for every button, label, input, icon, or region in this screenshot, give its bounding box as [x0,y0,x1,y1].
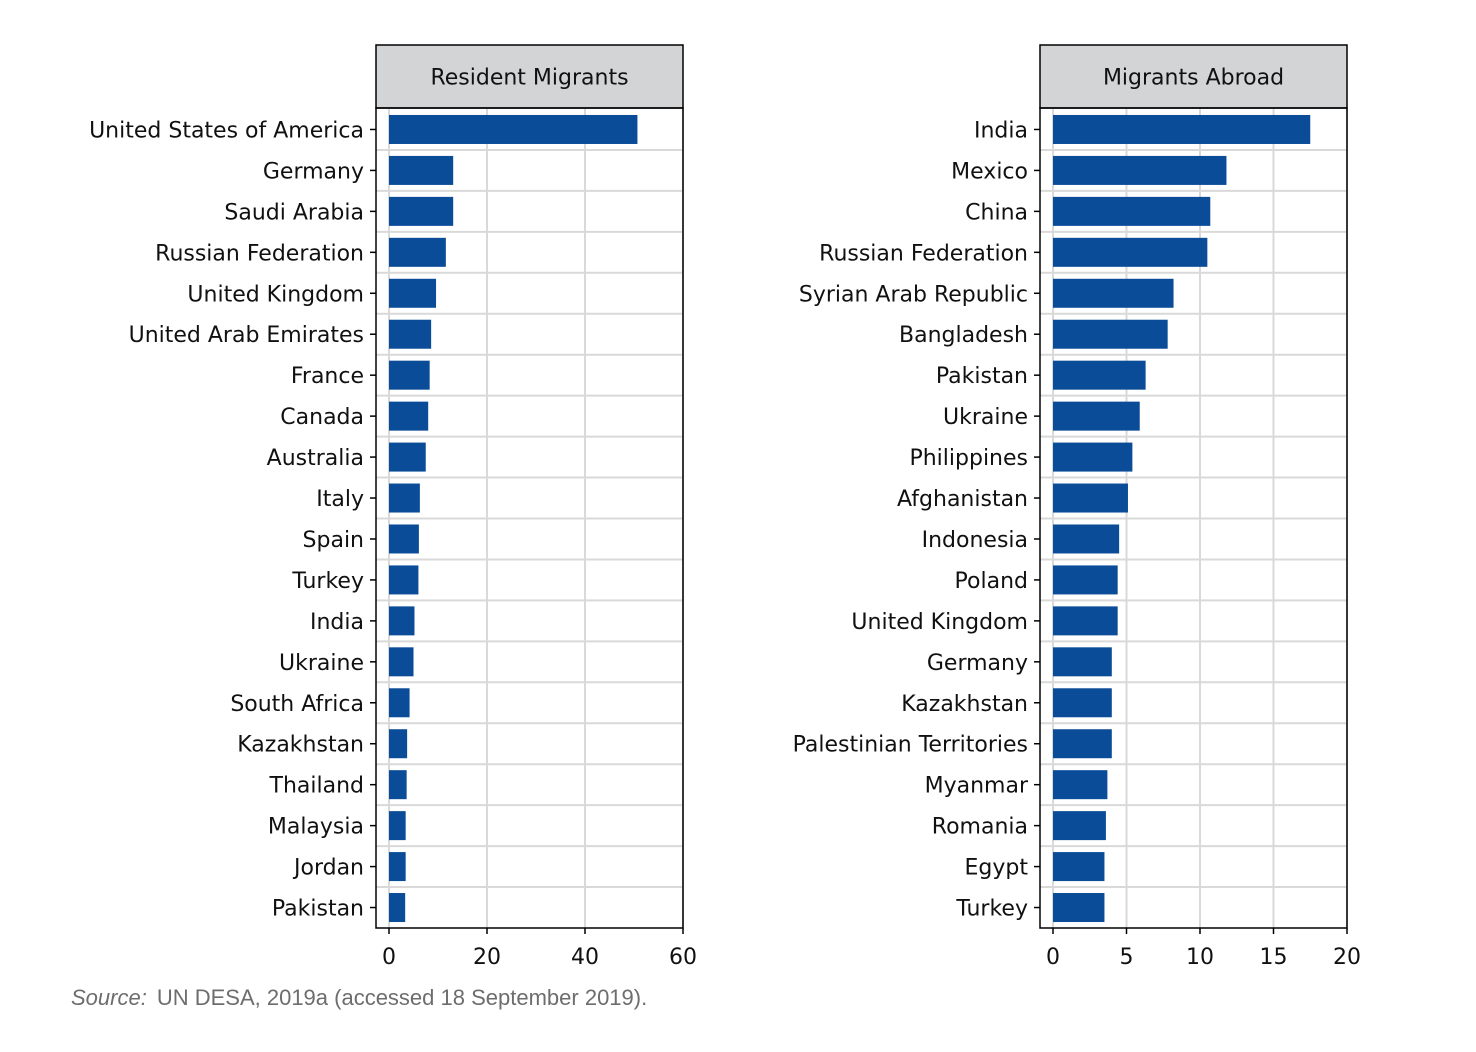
panel-frame [375,107,684,929]
panel-title: Resident Migrants [430,66,628,91]
category-label: Syrian Arab Republic [799,282,1028,307]
bar [1053,852,1105,882]
category-label: Thailand [269,774,364,799]
x-tick-label: 60 [669,945,697,970]
bar [1053,647,1112,677]
bar [1053,524,1120,554]
bar [389,606,415,636]
bar [389,647,414,677]
bar [389,237,446,267]
source-label: Source: [71,985,147,1010]
bar [389,893,406,923]
bar [389,811,406,841]
panel-header [1039,44,1348,109]
category-label: Australia [267,446,364,471]
source-text: UN DESA, 2019a (accessed 18 September 20… [156,985,648,1010]
category-label: Egypt [965,856,1029,881]
bar [389,155,454,185]
bar [1053,770,1108,800]
category-label: Romania [932,815,1028,840]
category-label: China [965,200,1028,225]
x-tick-label: 20 [1333,945,1361,970]
category-label: Ukraine [943,405,1028,430]
bar [1053,811,1106,841]
x-tick-label: 15 [1260,945,1288,970]
bar [1053,360,1146,390]
category-label: India [310,610,364,635]
bar [1053,278,1174,308]
category-label: Canada [280,405,364,430]
category-label: Mexico [951,159,1028,184]
x-tick-label: 0 [1046,945,1060,970]
bar [389,401,429,431]
category-label: Kazakhstan [237,733,364,758]
category-label: Germany [263,159,364,184]
bar [389,278,437,308]
category-label: Spain [303,528,364,553]
bar [1053,729,1112,759]
bar [389,688,410,718]
bar [389,770,407,800]
bar [1053,155,1227,185]
x-tick-label: 10 [1186,945,1214,970]
x-tick-label: 40 [571,945,599,970]
category-label: Pakistan [272,897,364,922]
bar [389,729,408,759]
bar [389,565,419,595]
category-label: Russian Federation [155,241,364,266]
bar [389,319,432,349]
category-label: Ukraine [279,651,364,676]
category-label: Poland [955,569,1028,594]
bar [1053,237,1208,267]
category-label: Jordan [292,856,364,881]
category-label: Myanmar [925,774,1029,799]
category-label: Afghanistan [897,487,1028,512]
bar [389,114,638,144]
x-tick-label: 20 [473,945,501,970]
category-label: Russian Federation [819,241,1028,266]
category-label: United Kingdom [851,610,1028,635]
category-label: Bangladesh [899,323,1028,348]
category-label: France [291,364,364,389]
x-tick-label: 5 [1120,945,1134,970]
category-label: United Kingdom [187,282,364,307]
bar [1053,319,1168,349]
category-label: Turkey [955,897,1028,922]
bar [389,524,419,554]
bar [389,852,406,882]
category-label: United Arab Emirates [129,323,364,348]
bar [1053,114,1311,144]
category-label: Philippines [909,446,1028,471]
panel-title: Migrants Abroad [1103,66,1284,91]
category-label: Indonesia [922,528,1028,553]
category-label: Kazakhstan [901,692,1028,717]
bar [1053,401,1140,431]
bar [389,442,426,472]
category-label: Malaysia [268,815,364,840]
x-tick-label: 0 [382,945,396,970]
bar [1053,565,1118,595]
category-label: South Africa [230,692,364,717]
panel-header [375,44,684,109]
bar [1053,893,1105,923]
category-label: India [974,118,1028,143]
category-label: Saudi Arabia [224,200,364,225]
bar [1053,688,1112,718]
category-label: Turkey [291,569,364,594]
category-label: United States of America [89,118,364,143]
category-label: Palestinian Territories [793,733,1028,758]
bar [1053,196,1211,226]
category-label: Italy [316,487,364,512]
bar [1053,483,1128,513]
source-note: Source: UN DESA, 2019a (accessed 18 Septe… [71,985,647,1011]
bar [389,196,454,226]
bar [389,360,430,390]
bar [389,483,420,513]
category-label: Pakistan [936,364,1028,389]
bar [1053,606,1118,636]
category-label: Germany [927,651,1028,676]
bar [1053,442,1133,472]
panel-frame [1039,107,1348,929]
